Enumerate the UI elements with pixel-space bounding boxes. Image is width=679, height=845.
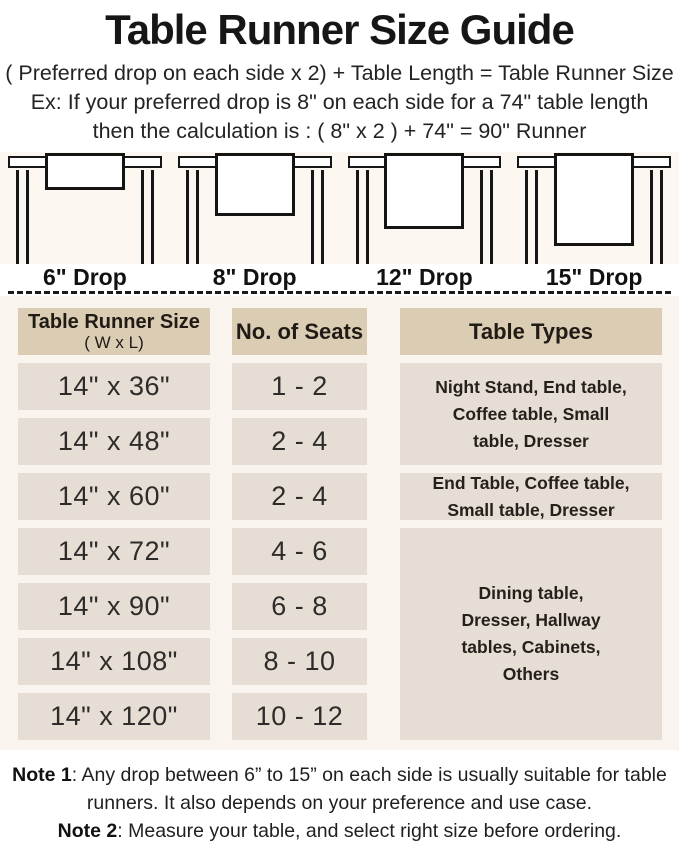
size-table-section: Table Runner Size ( W x L) No. of Seats … (0, 296, 679, 750)
table-leg-shape (650, 170, 663, 264)
table-leg-shape (480, 170, 494, 264)
seats-cell: 1 - 2 (232, 363, 367, 410)
page-title: Table Runner Size Guide (105, 6, 575, 53)
table-leg-shape (525, 170, 539, 264)
note-2-label: Note 2 (57, 820, 118, 842)
table-leg-shape (185, 170, 199, 264)
types-cell: End Table, Coffee table, Small table, Dr… (400, 473, 662, 520)
formula-line: ( Preferred drop on each side x 2) + Tab… (5, 61, 674, 85)
size-table: Table Runner Size ( W x L) No. of Seats … (18, 308, 679, 740)
size-cell: 14" x 108" (18, 638, 210, 685)
drop-label-8: 8" Drop (212, 264, 297, 290)
seats-cell: 8 - 10 (232, 638, 367, 685)
size-cell: 14" x 48" (18, 418, 210, 465)
size-cell: 14" x 72" (18, 528, 210, 575)
drop-illustrations (0, 152, 679, 264)
drop-labels: 6" Drop 8" Drop 12" Drop 15" Drop (0, 264, 679, 291)
note-1-label: Note 1 (12, 764, 72, 786)
header-runner-size-title: Table Runner Size (28, 311, 200, 333)
header-runner-size-sub: ( W x L) (84, 333, 144, 352)
size-cell: 14" x 120" (18, 693, 210, 740)
table-illustration-12-drop (340, 152, 510, 264)
note-1: Note 1: Any drop between 6” to 15” on ea… (4, 761, 675, 817)
types-cell: Night Stand, End table, Coffee table, Sm… (400, 363, 662, 465)
size-cell: 14" x 36" (18, 363, 210, 410)
dashed-divider (8, 291, 671, 294)
drop-label-12: 12" Drop (376, 264, 473, 290)
table-leg-shape (355, 170, 369, 264)
size-cell: 14" x 60" (18, 473, 210, 520)
seats-cell: 2 - 4 (232, 473, 367, 520)
example-line-2: then the calculation is : ( 8" x 2 ) + 7… (92, 119, 587, 143)
table-leg-shape (140, 170, 154, 264)
notes-section: Note 1: Any drop between 6” to 15” on ea… (0, 750, 679, 845)
example-line-1: Ex: If your preferred drop is 8" on each… (30, 90, 649, 114)
seats-cell: 6 - 8 (232, 583, 367, 630)
table-illustration-6-drop (0, 152, 170, 264)
note-2-text: : Measure your table, and select right s… (117, 820, 622, 842)
header-table-types: Table Types (400, 308, 662, 355)
table-illustration-15-drop (509, 152, 679, 264)
table-leg-shape (16, 170, 29, 264)
header-runner-size: Table Runner Size ( W x L) (18, 308, 210, 355)
table-illustration-8-drop (170, 152, 340, 264)
size-cell: 14" x 90" (18, 583, 210, 630)
drop-label-15: 15" Drop (545, 264, 643, 290)
runner-shape (384, 153, 465, 229)
seats-cell: 4 - 6 (232, 528, 367, 575)
header-section: Table Runner Size Guide ( Preferred drop… (0, 0, 679, 146)
runner-shape (554, 153, 635, 246)
seats-cell: 2 - 4 (232, 418, 367, 465)
header-seats: No. of Seats (232, 308, 367, 355)
types-cell: Dining table, Dresser, Hallway tables, C… (400, 528, 662, 740)
runner-shape (214, 153, 295, 216)
table-leg-shape (310, 170, 324, 264)
drop-label-6: 6" Drop (43, 264, 127, 290)
seats-cell: 10 - 12 (232, 693, 367, 740)
runner-shape (44, 153, 125, 190)
note-2: Note 2: Measure your table, and select r… (4, 817, 675, 845)
note-1-text: : Any drop between 6” to 15” on each sid… (71, 764, 667, 814)
